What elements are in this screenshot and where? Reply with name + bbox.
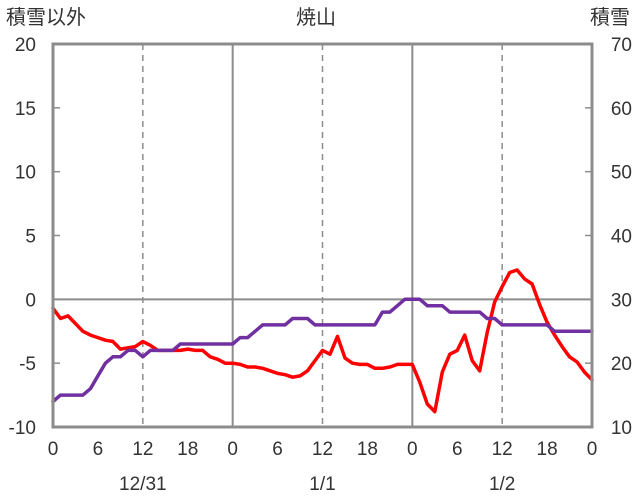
x-tick-label: 6 bbox=[452, 439, 463, 460]
series-line-snow-depth bbox=[51, 297, 594, 404]
x-tick-label: 18 bbox=[177, 439, 198, 460]
x-tick-label: 6 bbox=[93, 439, 104, 460]
x-tick-label: 0 bbox=[48, 439, 59, 460]
x-tick-label: 12 bbox=[312, 439, 333, 460]
series-line-other bbox=[51, 268, 594, 414]
left-tick-label: 5 bbox=[25, 227, 36, 248]
x-tick-label: 0 bbox=[227, 439, 238, 460]
right-tick-label: 20 bbox=[611, 354, 632, 375]
date-label: 12/31 bbox=[119, 474, 167, 495]
x-tick-label: 12 bbox=[492, 439, 513, 460]
left-tick-label: -10 bbox=[9, 418, 36, 439]
right-tick-label: 10 bbox=[611, 418, 632, 439]
right-tick-label: 70 bbox=[611, 35, 632, 56]
date-label: 1/2 bbox=[489, 474, 515, 495]
left-tick-label: 20 bbox=[15, 35, 36, 56]
date-label: 1/1 bbox=[309, 474, 335, 495]
x-tick-label: 0 bbox=[407, 439, 418, 460]
right-tick-label: 60 bbox=[611, 99, 632, 120]
x-tick-label: 6 bbox=[272, 439, 283, 460]
left-tick-label: 15 bbox=[15, 99, 36, 120]
chart-title: 焼山 bbox=[296, 5, 336, 29]
right-tick-label: 50 bbox=[611, 163, 632, 184]
plot-frame bbox=[51, 42, 594, 429]
x-tick-label: 18 bbox=[357, 439, 378, 460]
x-tick-label: 12 bbox=[132, 439, 153, 460]
left-tick-label: 0 bbox=[25, 290, 36, 311]
grid-layer bbox=[53, 43, 592, 428]
right-tick-label: 40 bbox=[611, 227, 632, 248]
series-layer bbox=[51, 268, 594, 414]
x-tick-label: 18 bbox=[537, 439, 558, 460]
left-tick-label: -5 bbox=[19, 354, 36, 375]
right-axis-label: 積雪 bbox=[590, 5, 630, 29]
right-tick-label: 30 bbox=[611, 290, 632, 311]
left-axis-label: 積雪以外 bbox=[6, 5, 86, 29]
left-tick-label: 10 bbox=[15, 163, 36, 184]
x-tick-label: 0 bbox=[587, 439, 598, 460]
